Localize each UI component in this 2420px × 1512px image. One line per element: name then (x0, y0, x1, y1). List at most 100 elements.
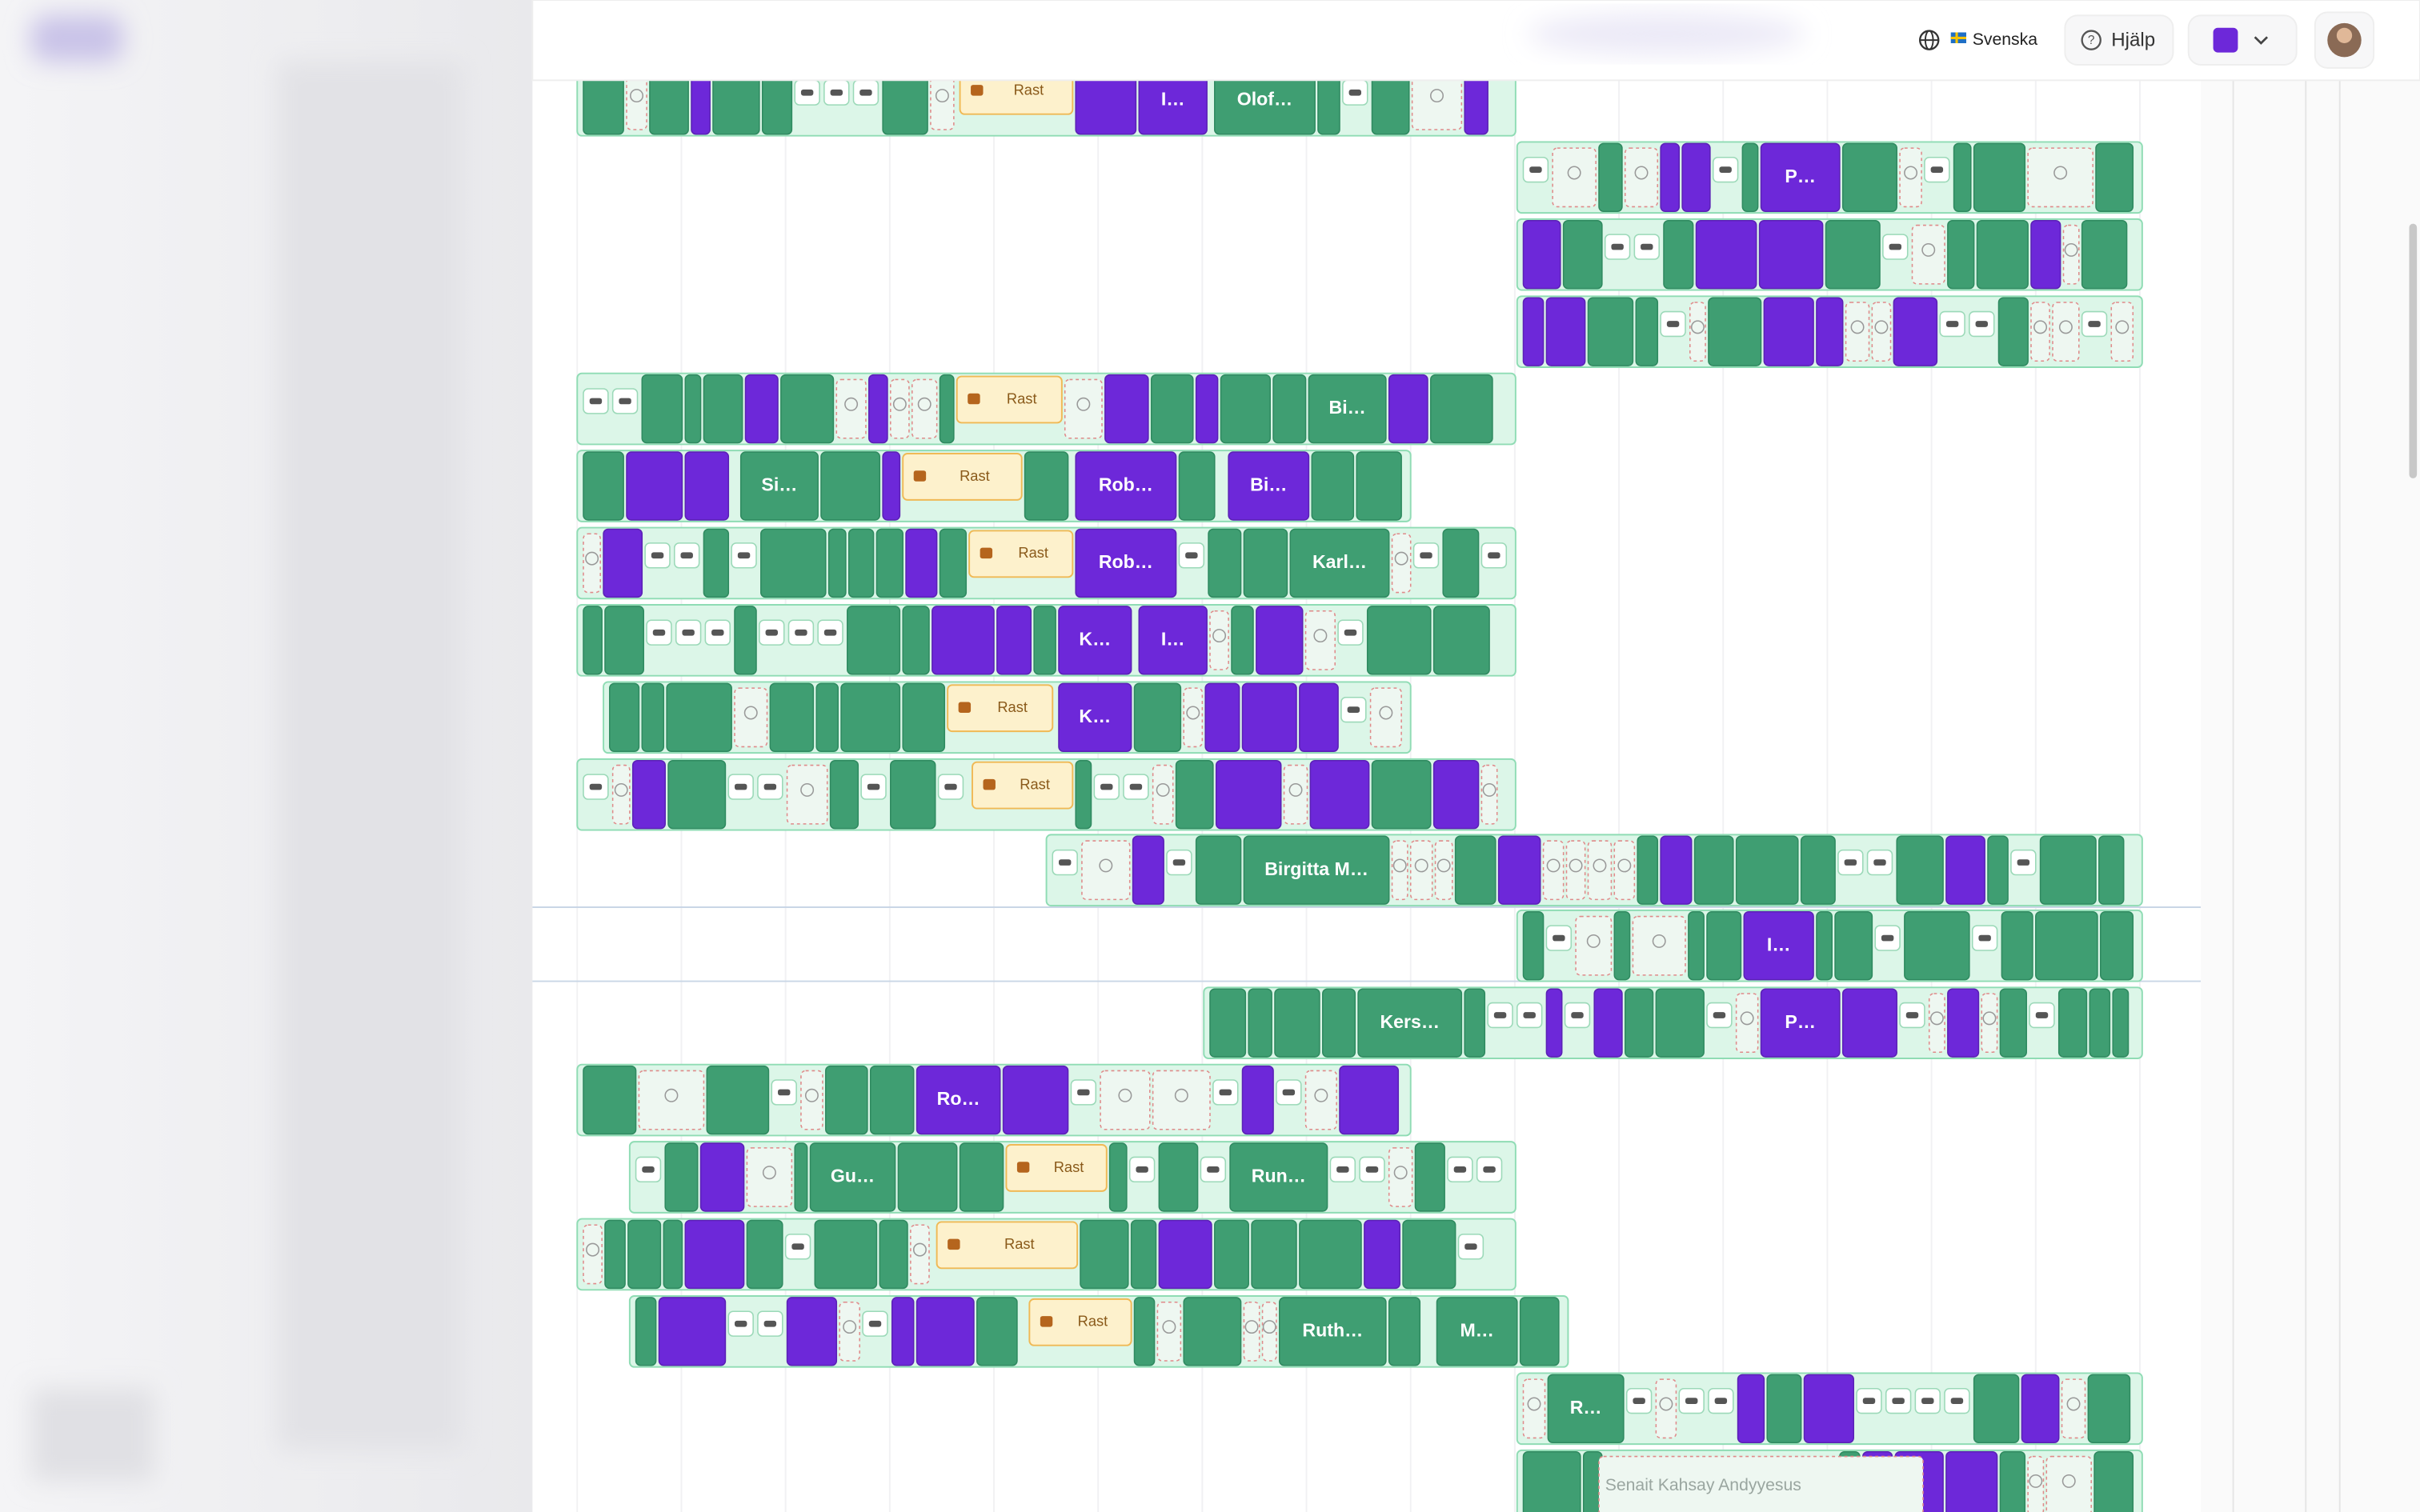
task-block-purple[interactable] (626, 451, 683, 521)
task-block[interactable] (1708, 297, 1762, 366)
task-block-purple[interactable] (1215, 760, 1282, 830)
task-block-purple[interactable] (1522, 297, 1545, 366)
task-block[interactable] (1519, 1297, 1560, 1366)
task-block[interactable] (1904, 911, 1970, 981)
task-block[interactable] (1175, 760, 1214, 830)
break-block[interactable] (1028, 1298, 1132, 1346)
task-block[interactable] (1402, 1219, 1456, 1290)
task-block[interactable] (939, 528, 968, 598)
task-block-purple[interactable] (932, 606, 995, 675)
schedule-row[interactable]: I… (1516, 909, 2143, 982)
task-block-purple[interactable] (684, 1219, 745, 1290)
task-block-purple[interactable] (1945, 1451, 1998, 1512)
task-block-purple[interactable] (996, 606, 1032, 675)
task-block[interactable] (2057, 988, 2088, 1058)
schedule-row[interactable]: Gu… Rast Run… (628, 1141, 1517, 1214)
task-block[interactable] (1825, 220, 1881, 290)
task-block-purple[interactable] (916, 1297, 975, 1366)
task-block[interactable] (1220, 374, 1271, 444)
task-block[interactable] (1133, 682, 1182, 752)
task-block[interactable] (760, 528, 827, 598)
task-block[interactable] (829, 760, 859, 830)
task-block[interactable] (1987, 835, 2009, 905)
task-block[interactable] (1637, 835, 1659, 905)
task-block[interactable] (1693, 835, 1734, 905)
schedule-row[interactable]: Rast (576, 758, 1517, 831)
task-block-purple[interactable] (1364, 1219, 1400, 1290)
task-block[interactable] (1130, 1219, 1157, 1290)
task-block[interactable] (641, 374, 683, 444)
task-block[interactable] (1183, 1297, 1242, 1366)
task-block[interactable] (2039, 835, 2097, 905)
task-block[interactable] (1158, 1142, 1199, 1212)
task-block[interactable] (627, 1219, 662, 1290)
task-block[interactable] (1388, 1297, 1421, 1366)
task-block-purple[interactable] (1228, 451, 1310, 521)
task-block[interactable] (663, 1219, 683, 1290)
task-block-purple[interactable] (1803, 1374, 1854, 1443)
task-block[interactable] (1356, 451, 1402, 521)
task-block-purple[interactable] (1545, 988, 1563, 1058)
task-block-purple[interactable] (1695, 220, 1757, 290)
task-block[interactable] (815, 682, 839, 752)
task-block[interactable] (1976, 220, 2029, 290)
task-block-purple[interactable] (1760, 988, 1841, 1058)
task-block[interactable] (939, 374, 955, 444)
task-block[interactable] (794, 1142, 808, 1212)
task-block-purple[interactable] (1104, 374, 1149, 444)
task-block[interactable] (827, 528, 847, 598)
task-block[interactable] (1947, 220, 1975, 290)
break-block[interactable] (968, 530, 1074, 578)
task-block[interactable] (1251, 1219, 1297, 1290)
task-block[interactable] (1953, 142, 1972, 212)
task-block[interactable] (583, 451, 624, 521)
task-block[interactable] (1279, 1297, 1387, 1366)
task-block[interactable] (1209, 988, 1247, 1058)
task-block[interactable] (1663, 220, 1694, 290)
task-block[interactable] (1371, 760, 1432, 830)
task-block-purple[interactable] (1058, 682, 1132, 752)
task-block-purple[interactable] (1947, 988, 1980, 1058)
task-block[interactable] (635, 1297, 657, 1366)
task-block-purple[interactable] (1138, 606, 1208, 675)
task-block[interactable] (1800, 835, 1836, 905)
task-block[interactable] (1308, 374, 1387, 444)
task-block[interactable] (820, 451, 881, 521)
task-block-purple[interactable] (744, 374, 779, 444)
task-block[interactable] (1997, 297, 2029, 366)
task-block[interactable] (879, 1219, 908, 1290)
task-block-purple[interactable] (1058, 606, 1132, 675)
task-block[interactable] (2035, 911, 2098, 981)
task-block[interactable] (1896, 835, 1944, 905)
task-block[interactable] (609, 682, 640, 752)
task-block[interactable] (1195, 835, 1242, 905)
task-block[interactable] (1547, 1374, 1625, 1443)
task-block[interactable] (1999, 1451, 2026, 1512)
task-block-purple[interactable] (1841, 988, 1897, 1058)
schedule-row[interactable]: Rast (576, 1218, 1517, 1291)
task-block[interactable] (2089, 988, 2111, 1058)
schedule-row[interactable]: Rast I… Olof… (576, 64, 1517, 137)
task-block[interactable] (703, 374, 743, 444)
task-block-purple[interactable] (1681, 142, 1711, 212)
schedule-row[interactable]: Rast K… (603, 681, 1412, 754)
task-block-purple[interactable] (1593, 988, 1623, 1058)
task-block[interactable] (1442, 528, 1480, 598)
task-block[interactable] (847, 606, 901, 675)
task-block[interactable] (1229, 1142, 1328, 1212)
org-switch[interactable] (2187, 14, 2298, 66)
help-button[interactable]: ? Hjälp (2064, 14, 2174, 66)
task-block-purple[interactable] (1758, 220, 1824, 290)
task-block[interactable] (2087, 1374, 2131, 1443)
task-block[interactable] (1075, 760, 1092, 830)
task-block[interactable] (2112, 988, 2130, 1058)
task-block[interactable] (2093, 1451, 2134, 1512)
task-block[interactable] (1430, 374, 1493, 444)
task-block[interactable] (1272, 374, 1307, 444)
task-block-purple[interactable] (2021, 1374, 2060, 1443)
task-block-purple[interactable] (1893, 297, 1938, 366)
task-block-purple[interactable] (868, 374, 888, 444)
break-block[interactable] (936, 1221, 1079, 1270)
task-block[interactable] (1322, 988, 1356, 1058)
task-block[interactable] (706, 1065, 770, 1135)
